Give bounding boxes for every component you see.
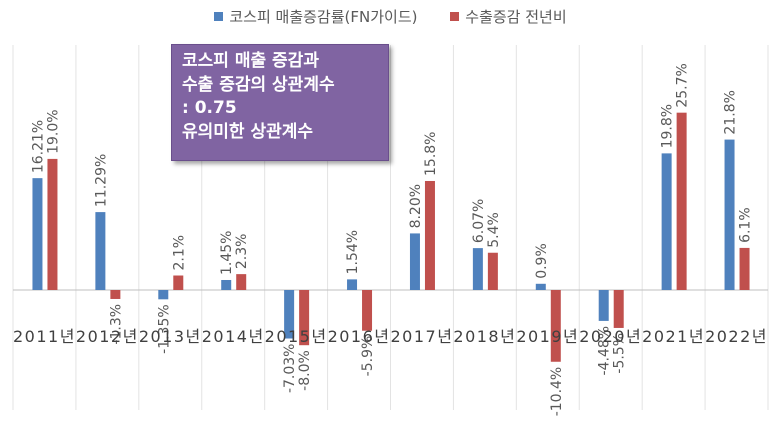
data-label-kospi-5: -7.03%	[282, 344, 298, 394]
data-label-export-9: -10.4%	[549, 367, 565, 417]
correlation-annotation-box: 코스피 매출 증감과 수출 증감의 상관계수 : 0.75 유의미한 상관계수	[171, 44, 389, 161]
bar-export-1	[47, 158, 58, 290]
data-label-export-4: 2.3%	[234, 234, 250, 270]
bar-export-12	[739, 247, 750, 290]
bar-kospi-5	[284, 290, 295, 339]
annotation-line-2: 수출 증감의 상관계수	[182, 74, 335, 95]
legend-item-kospi: 코스피 매출증감률(FN가이드)	[214, 6, 417, 27]
data-label-export-1: 19.0%	[45, 109, 61, 153]
bar-export-6	[362, 290, 373, 331]
chart-legend: 코스피 매출증감률(FN가이드) 수출증감 전년비	[0, 6, 781, 27]
x-tick-label: 2021년	[642, 327, 705, 346]
bar-kospi-7	[409, 233, 420, 290]
x-tick-label: 2017년	[390, 327, 453, 346]
data-label-export-10: -5.5%	[612, 333, 628, 374]
data-label-kospi-10: -4.48%	[597, 326, 613, 376]
data-label-kospi-3: -1.35%	[156, 304, 172, 354]
data-label-kospi-6: 1.54%	[345, 230, 361, 274]
annotation-line-1: 코스피 매출 증감과	[182, 51, 319, 71]
data-label-export-8: 5.4%	[486, 212, 502, 248]
bar-export-8	[487, 252, 498, 290]
annotation-line-3: : 0.75	[182, 98, 237, 118]
data-label-export-2: -1.3%	[108, 304, 124, 345]
x-tick-label: 2013년	[139, 327, 202, 346]
data-label-kospi-8: 6.07%	[471, 199, 487, 243]
data-label-kospi-1: 16.21%	[30, 120, 46, 173]
data-label-kospi-9: 0.9%	[534, 243, 550, 279]
bar-kospi-11	[661, 153, 672, 290]
legend-label-kospi: 코스피 매출증감률(FN가이드)	[229, 8, 418, 26]
data-label-export-6: -5.9%	[360, 336, 376, 377]
data-label-kospi-7: 8.20%	[408, 184, 424, 228]
bar-kospi-10	[598, 290, 609, 321]
x-tick-label: 2018년	[453, 327, 516, 346]
bar-export-7	[424, 180, 435, 290]
x-tick-label: 2019년	[516, 327, 579, 346]
x-tick-label: 2011년	[13, 327, 76, 346]
x-tick-label: 2022년	[705, 327, 768, 346]
bar-export-2	[110, 290, 121, 299]
bar-export-5	[299, 290, 310, 346]
bar-kospi-2	[95, 212, 106, 290]
legend-label-export: 수출증감 전년비	[465, 8, 567, 26]
bar-kospi-3	[158, 290, 169, 300]
data-label-kospi-2: 11.29%	[93, 154, 109, 207]
bar-kospi-9	[535, 283, 546, 290]
bar-export-3	[173, 275, 184, 290]
x-tick-label: 2012년	[76, 327, 139, 346]
data-label-export-5: -8.0%	[297, 350, 313, 391]
x-tick-label: 2015년	[265, 327, 328, 346]
x-tick-label: 2016년	[328, 327, 391, 346]
data-label-export-12: 6.1%	[738, 207, 754, 243]
bar-export-9	[550, 290, 561, 362]
data-label-kospi-4: 1.45%	[219, 231, 235, 275]
bar-kospi-12	[724, 139, 735, 290]
bar-kospi-1	[32, 178, 43, 290]
bar-kospi-4	[221, 279, 232, 290]
data-label-export-7: 15.8%	[423, 131, 439, 175]
legend-swatch-export	[450, 12, 460, 21]
annotation-line-4: 유의미한 상관계수	[182, 121, 314, 142]
data-label-export-3: 2.1%	[171, 235, 187, 271]
bar-export-11	[676, 112, 687, 290]
data-label-kospi-11: 19.8%	[660, 104, 676, 148]
x-tick-label: 2020년	[579, 327, 642, 346]
legend-item-export: 수출증감 전년비	[450, 6, 567, 27]
bar-export-10	[613, 290, 624, 328]
bar-kospi-6	[347, 279, 358, 290]
legend-swatch-kospi	[214, 12, 224, 21]
x-tick-label: 2014년	[202, 327, 265, 346]
bar-kospi-8	[472, 248, 483, 290]
bar-export-4	[236, 274, 247, 290]
data-label-kospi-12: 21.8%	[723, 90, 739, 134]
data-label-export-11: 25.7%	[675, 63, 691, 107]
